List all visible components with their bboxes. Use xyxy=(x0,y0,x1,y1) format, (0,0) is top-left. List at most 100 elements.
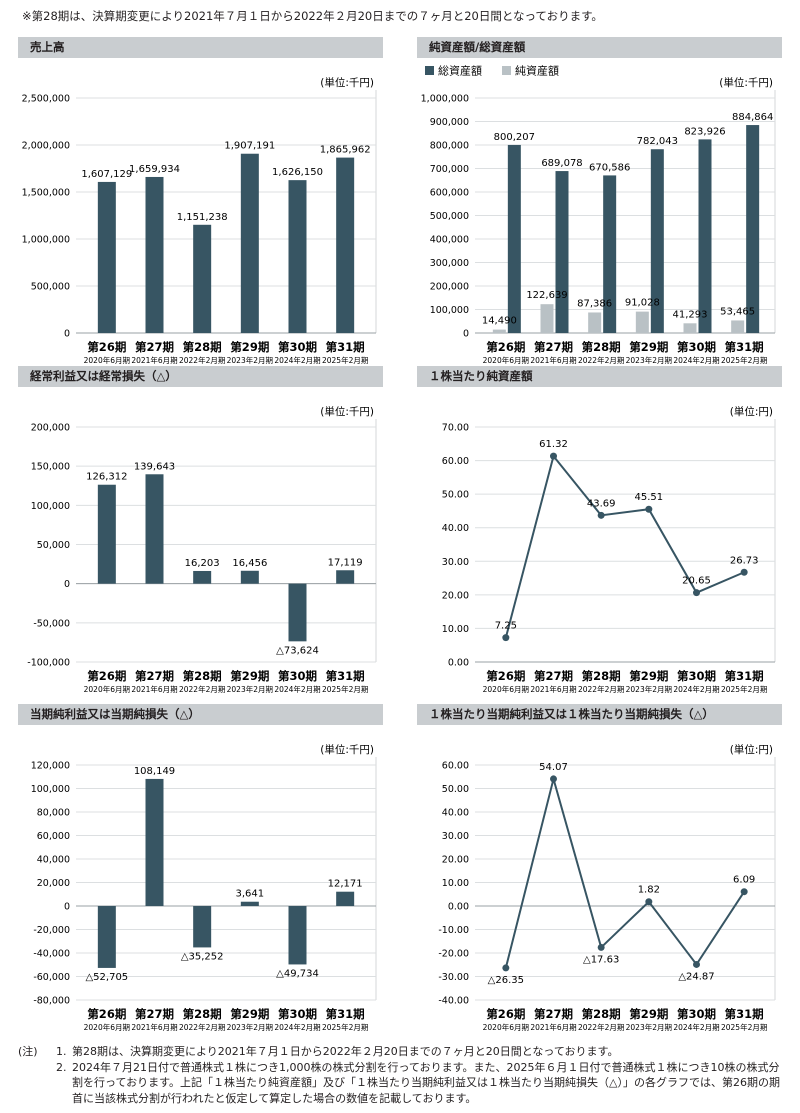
y-tick-label: 70.00 xyxy=(442,423,469,434)
x-tick-sublabel: 2025年2月期 xyxy=(322,684,368,694)
x-tick-label: 第27期 xyxy=(135,1007,174,1021)
x-tick-sublabel: 2020年6月期 xyxy=(84,684,130,694)
unit-label: (単位:千円) xyxy=(719,76,773,89)
x-tick-label: 第28期 xyxy=(582,669,621,683)
data-label-net: 91,028 xyxy=(625,298,660,309)
data-label: 16,456 xyxy=(232,558,267,569)
footnotes: (注) 1. 第28期は、決算期変更により2021年７月１日から2022年２月2… xyxy=(18,1044,788,1106)
net-income-chart: (単位:千円) -80,000 -60,000 -40,000 -20,000 0 20,0… xyxy=(31,743,377,1032)
bar xyxy=(336,891,355,906)
data-label-total: 884,864 xyxy=(732,112,773,123)
x-tick-label: 第27期 xyxy=(534,669,573,683)
data-label: 20.65 xyxy=(682,576,711,587)
bar-total-assets xyxy=(555,171,569,333)
bar xyxy=(97,484,116,584)
chart-panel-nav: １株当たり純資産額 (単位:円) 0.00 10.00 20.00 30.00 40.00… xyxy=(417,366,782,705)
bar xyxy=(240,153,259,333)
y-tick-label: 200,000 xyxy=(430,282,469,293)
bar-total-assets xyxy=(746,125,760,333)
data-label-net: 87,386 xyxy=(577,298,612,309)
chart-title: １株当たり当期純利益又は１株当たり当期純損失（△） xyxy=(417,704,782,725)
bar xyxy=(336,157,355,333)
x-tick-sublabel: 2024年2月期 xyxy=(274,1022,320,1032)
y-tick-label: 800,000 xyxy=(430,141,469,152)
x-tick-label: 第30期 xyxy=(677,669,716,683)
bar-net-assets xyxy=(683,323,697,333)
y-tick-label: 120,000 xyxy=(31,761,70,772)
x-tick-sublabel: 2022年2月期 xyxy=(179,1022,225,1032)
x-tick-label: 第29期 xyxy=(629,340,668,354)
x-tick-label: 第31期 xyxy=(725,669,764,683)
chart-panel-sales: 売上高 (単位:千円) 0 500,000 1,000,000 1,500,000 2,0… xyxy=(18,37,383,376)
data-label: △52,705 xyxy=(85,972,128,983)
series-line xyxy=(504,453,745,638)
y-tick-label: -80,000 xyxy=(33,996,70,1007)
x-tick-label: 第28期 xyxy=(183,340,222,354)
x-tick-sublabel: 2025年2月期 xyxy=(322,1022,368,1032)
data-label: △49,734 xyxy=(276,968,319,979)
data-point xyxy=(502,964,510,972)
data-point xyxy=(693,960,700,968)
y-tick-label: 20.00 xyxy=(442,590,469,601)
bar xyxy=(240,901,259,906)
y-tick-label: 600,000 xyxy=(430,188,469,199)
x-tick-label: 第26期 xyxy=(87,340,126,354)
x-tick-sublabel: 2021年6月期 xyxy=(131,684,177,694)
y-tick-label: 2,500,000 xyxy=(22,94,70,105)
data-point xyxy=(740,568,748,576)
data-label-total: 670,586 xyxy=(589,162,630,173)
footnote-text: 第28期は、決算期変更により2021年７月１日から2022年２月20日までの７ヶ… xyxy=(72,1045,619,1058)
y-tick-label: 2,000,000 xyxy=(22,141,70,152)
x-tick-sublabel: 2022年2月期 xyxy=(578,355,624,365)
legend-label: 純資産額 xyxy=(515,65,559,78)
eps-chart: (単位:円) -40.00 -30.00 -20.00 -10.00 0.00 10.00 2… xyxy=(438,743,776,1032)
y-tick-label: 60,000 xyxy=(37,831,70,842)
unit-label: (単位:千円) xyxy=(320,743,374,756)
y-tick-label: 100,000 xyxy=(31,784,70,795)
data-label: 16,203 xyxy=(185,558,220,569)
x-tick-sublabel: 2024年2月期 xyxy=(673,684,719,694)
x-tick-sublabel: 2023年2月期 xyxy=(227,684,273,694)
y-tick-label: -40.00 xyxy=(438,996,469,1007)
bar xyxy=(288,583,307,642)
data-label-net: 53,465 xyxy=(720,306,755,317)
y-tick-label: 0.00 xyxy=(448,658,469,669)
unit-label: (単位:円) xyxy=(730,743,773,756)
y-tick-label: 700,000 xyxy=(430,164,469,175)
x-tick-label: 第28期 xyxy=(183,1007,222,1021)
y-tick-label: -100,000 xyxy=(27,658,70,669)
data-point xyxy=(645,898,653,906)
x-tick-label: 第30期 xyxy=(278,340,317,354)
x-tick-sublabel: 2022年2月期 xyxy=(179,684,225,694)
data-label: 45.51 xyxy=(635,492,664,503)
x-tick-label: 第29期 xyxy=(230,340,269,354)
y-tick-label: 500,000 xyxy=(31,282,70,293)
x-tick-label: 第27期 xyxy=(534,340,573,354)
y-tick-label: 300,000 xyxy=(430,258,469,269)
x-tick-label: 第29期 xyxy=(230,1007,269,1021)
x-tick-label: 第26期 xyxy=(486,340,525,354)
x-tick-label: 第26期 xyxy=(87,669,126,683)
y-tick-label: 400,000 xyxy=(430,235,469,246)
y-tick-label: 30.00 xyxy=(442,557,469,568)
bar xyxy=(288,906,307,965)
x-tick-label: 第28期 xyxy=(183,669,222,683)
assets-chart: (単位:千円) 0 100,000 200,000 300,000 400,000 500,… xyxy=(421,64,776,365)
x-tick-label: 第31期 xyxy=(725,340,764,354)
bar xyxy=(97,181,116,333)
x-tick-sublabel: 2020年6月期 xyxy=(483,684,529,694)
bar xyxy=(145,778,164,906)
chart-panel-assets: 純資産額/総資産額 (単位:千円) 0 100,000 200,000 300,000 4… xyxy=(417,37,782,376)
bar xyxy=(97,906,116,968)
y-tick-label: 30.00 xyxy=(442,831,469,842)
x-tick-sublabel: 2025年2月期 xyxy=(721,684,767,694)
data-label: △26.35 xyxy=(488,975,524,986)
x-tick-label: 第30期 xyxy=(278,1007,317,1021)
x-tick-label: 第31期 xyxy=(326,340,365,354)
chart-title: 純資産額/総資産額 xyxy=(417,37,782,58)
bar xyxy=(193,570,212,584)
x-tick-label: 第27期 xyxy=(534,1007,573,1021)
x-tick-label: 第30期 xyxy=(677,1007,716,1021)
legend-swatch-net xyxy=(502,66,511,75)
data-label: 7.25 xyxy=(495,621,517,632)
